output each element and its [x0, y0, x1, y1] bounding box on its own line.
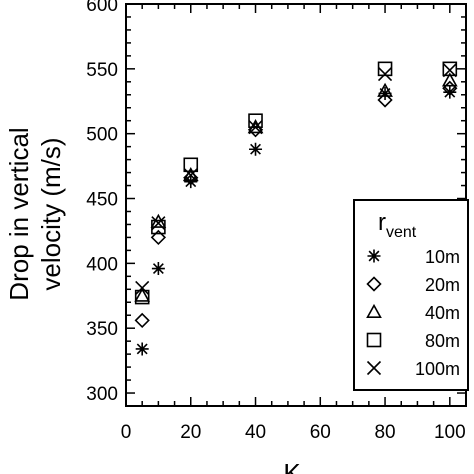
data-point-asterisk [151, 262, 165, 276]
x-tick-label: 40 [245, 422, 266, 443]
data-point-square [151, 219, 166, 235]
x-tick-label: 100 [434, 422, 466, 443]
x-tick-label: 0 [121, 422, 132, 443]
data-point-diamond [134, 312, 150, 329]
legend-label: 40m [425, 303, 460, 323]
series-100m [135, 63, 457, 296]
x-axis-ticks: 0 20 40 60 80 100 [121, 4, 466, 443]
y-tick-label: 300 [86, 384, 118, 405]
data-point-square [134, 289, 150, 305]
y-tick-label: 500 [86, 125, 118, 146]
y-tick-label: 550 [86, 60, 118, 81]
data-point-cross [442, 63, 457, 78]
legend-box [353, 199, 469, 391]
legend: rvent 10m 20m 40m 80m 100m [353, 199, 469, 391]
data-point-asterisk [249, 142, 263, 156]
data-point-square [377, 61, 393, 77]
legend-marker-square [366, 332, 382, 348]
y-tick-label: 450 [86, 190, 118, 211]
legend-title: rvent [378, 209, 417, 241]
y-tick-label: 350 [86, 319, 118, 340]
data-point-cross [151, 216, 166, 231]
data-point-triangle [134, 287, 151, 302]
data-point-triangle [377, 82, 393, 97]
data-point-cross [377, 66, 393, 82]
y-axis-label-line-2: velocity (m/s) [36, 137, 66, 290]
legend-label: 80m [425, 331, 460, 351]
data-point-triangle [182, 167, 199, 182]
data-point-asterisk [184, 175, 198, 189]
legend-marker-cross [366, 360, 382, 376]
y-tick-label: 600 [86, 0, 118, 16]
y-axis-label-line-1: Drop in vertical [4, 127, 34, 300]
x-tick-label: 60 [310, 422, 331, 443]
data-point-asterisk [443, 85, 457, 99]
legend-label: 10m [425, 247, 460, 267]
data-markers [134, 61, 458, 356]
data-point-asterisk [135, 342, 149, 356]
data-point-triangle [441, 72, 458, 87]
legend-items: 10m 20m 40m 80m 100m [366, 247, 460, 379]
y-tick-label: 400 [86, 254, 118, 275]
data-point-cross [183, 168, 198, 183]
legend-marker-diamond [366, 276, 382, 292]
x-tick-label: 20 [180, 422, 201, 443]
legend-marker-triangle [366, 303, 382, 318]
data-point-diamond [150, 229, 167, 246]
data-point-diamond [377, 92, 393, 108]
x-tick-label: 80 [374, 422, 395, 443]
data-point-cross [135, 280, 150, 296]
legend-marker-asterisk [367, 249, 381, 263]
data-point-cross [248, 120, 263, 135]
x-axis-label: K [283, 458, 301, 474]
y-axis-label: Drop in vertical velocity (m/s) [4, 127, 66, 300]
legend-label: 100m [415, 359, 460, 379]
legend-label: 20m [425, 275, 460, 295]
data-point-square [442, 61, 458, 77]
data-point-square [183, 157, 199, 173]
